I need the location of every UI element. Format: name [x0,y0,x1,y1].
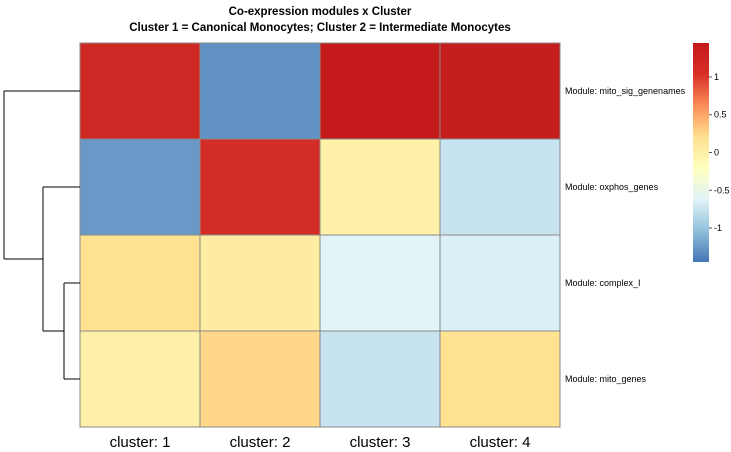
heatmap-cell [319,234,441,332]
column-label: cluster: 3 [350,434,411,451]
column-label: cluster: 1 [110,434,171,451]
color-legend-ticks: 1 0.5 0 -0.5 -1 [709,72,730,233]
row-dendrogram [3,90,80,380]
heatmap-cell [199,42,321,140]
row-label: Module: oxphos_genes [565,182,659,192]
heatmap-cell [199,234,321,332]
legend-tick-label: -1 [714,223,722,233]
heatmap-cell [79,330,201,428]
column-label: cluster: 2 [230,434,291,451]
heatmap-cell [319,138,441,236]
row-labels: Module: mito_sig_genenames Module: oxphos… [565,86,686,384]
color-legend-bar [693,43,709,262]
chart-title: Co-expression modules x Cluster [229,6,412,18]
legend-tick-label: 1 [714,72,719,82]
legend-tick-label: -0.5 [714,185,730,195]
heatmap-cell [439,234,561,332]
chart-subtitle: Cluster 1 = Canonical Monocytes; Cluster… [129,22,511,34]
legend-tick-label: 0.5 [714,110,727,120]
heatmap-cell [199,138,321,236]
heatmap-cell [79,42,201,140]
column-labels: cluster: 1 cluster: 2 cluster: 3 cluster: 4 [110,434,531,451]
heatmap-cell [79,234,201,332]
heatmap-cell [439,330,561,428]
heatmap-cell [79,138,201,236]
legend-tick-label: 0 [714,148,719,158]
row-label: Module: mito_genes [565,374,647,384]
color-legend: 1 0.5 0 -0.5 -1 [693,43,730,262]
column-label: cluster: 4 [470,434,531,451]
heatmap-cell [319,42,441,140]
heatmap-cell [439,42,561,140]
heatmap-cells [79,42,561,428]
heatmap-cell [319,330,441,428]
row-label: Module: complex_I [565,278,641,288]
heatmap-cell [199,330,321,428]
heatmap-cell [439,138,561,236]
row-label: Module: mito_sig_genenames [565,86,686,96]
